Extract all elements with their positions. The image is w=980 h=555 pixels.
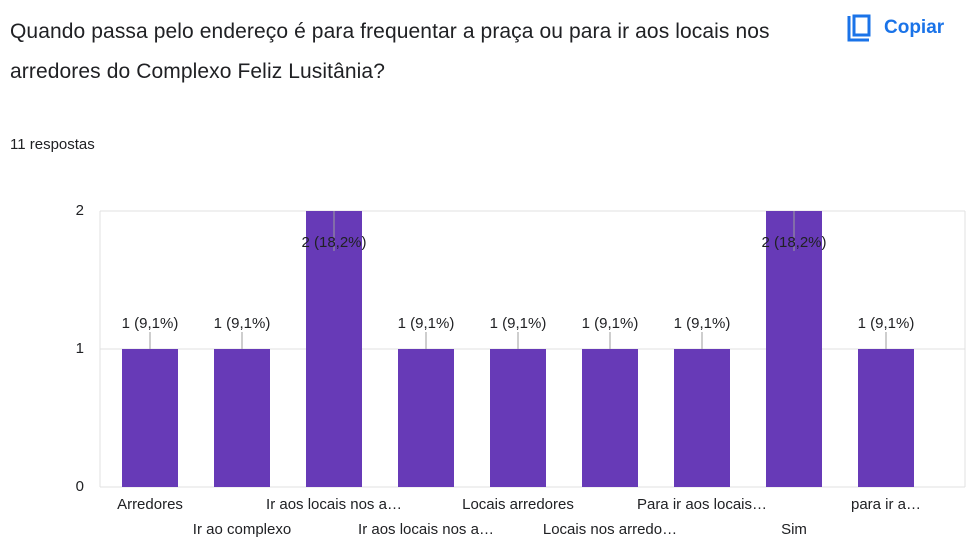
question-title: Quando passa pelo endereço é para freque… [10, 20, 770, 83]
data-label: 2 (18,2%) [301, 234, 366, 251]
bar [306, 211, 362, 487]
bar [490, 349, 546, 487]
data-label: 1 (9,1%) [214, 315, 271, 332]
copy-button[interactable]: Copiar [846, 14, 944, 42]
data-label: 2 (18,2%) [761, 234, 826, 251]
bar [122, 349, 178, 487]
data-label: 1 (9,1%) [674, 315, 731, 332]
bar [214, 349, 270, 487]
data-label: 1 (9,1%) [582, 315, 639, 332]
response-count: 11 respostas [10, 136, 95, 153]
x-tick-label: Locais arredores [462, 496, 574, 513]
x-tick-label: Arredores [117, 496, 183, 513]
data-label: 1 (9,1%) [398, 315, 455, 332]
data-label: 1 (9,1%) [122, 315, 179, 332]
y-tick-label: 2 [76, 202, 84, 219]
data-label: 1 (9,1%) [490, 315, 547, 332]
bar [398, 349, 454, 487]
x-tick-label: Ir aos locais nos a… [358, 521, 494, 538]
x-tick-label: Ir aos locais nos a… [266, 496, 402, 513]
x-tick-label: Ir ao complexo [193, 521, 291, 538]
y-tick-label: 0 [76, 478, 84, 495]
bar [582, 349, 638, 487]
copy-label[interactable]: Copiar [884, 17, 945, 38]
bar [674, 349, 730, 487]
copy-icon [847, 14, 871, 42]
x-tick-label: Para ir aos locais… [637, 496, 767, 513]
data-label: 1 (9,1%) [858, 315, 915, 332]
x-tick-label: para ir a… [851, 496, 921, 513]
y-tick-label: 1 [76, 340, 84, 357]
bar [766, 211, 822, 487]
bar [858, 349, 914, 487]
x-tick-label: Locais nos arredo… [543, 521, 677, 538]
x-tick-label: Sim [781, 521, 807, 538]
